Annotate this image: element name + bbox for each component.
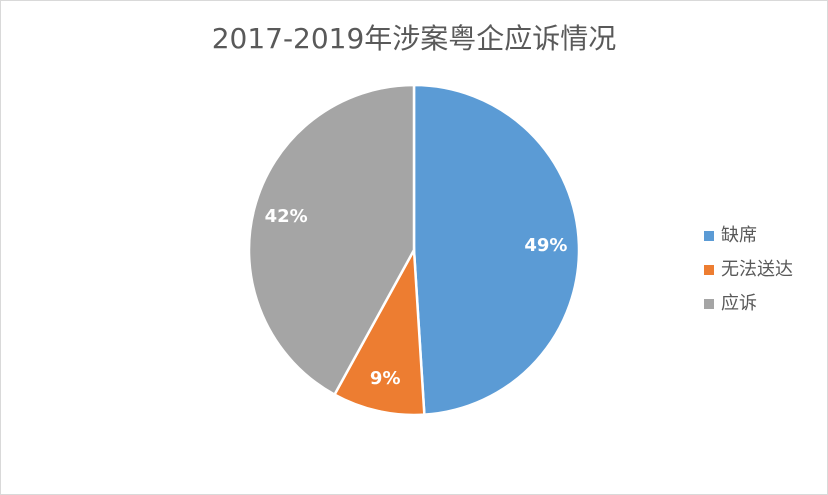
legend-label: 缺席 xyxy=(721,225,757,246)
pie-slice xyxy=(332,245,426,417)
legend-swatch xyxy=(704,299,714,309)
pie-slice xyxy=(412,83,581,417)
data-label: 9% xyxy=(370,368,401,389)
data-label: 42% xyxy=(265,206,308,227)
chart-title: 2017-2019年涉案粤企应诉情况 xyxy=(212,22,617,55)
legend-label: 应诉 xyxy=(721,293,757,314)
pie-slice xyxy=(247,83,416,397)
data-label: 49% xyxy=(524,235,567,256)
legend-swatch xyxy=(704,265,714,275)
legend-swatch xyxy=(704,231,714,241)
legend-label: 无法送达 xyxy=(721,259,793,280)
